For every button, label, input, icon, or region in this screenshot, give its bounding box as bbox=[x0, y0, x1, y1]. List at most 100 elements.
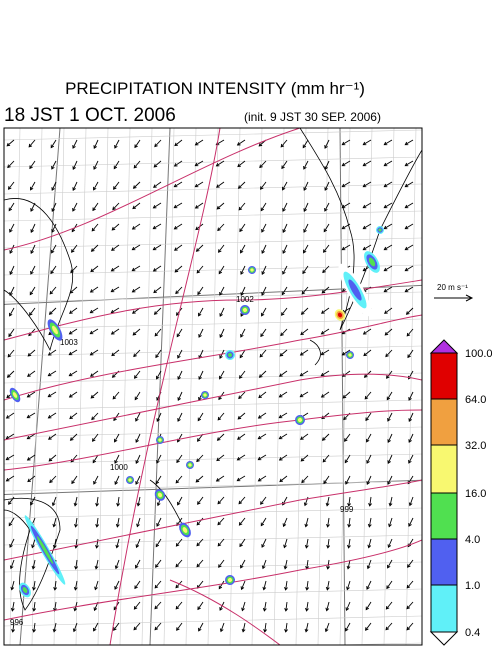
wind-vector bbox=[408, 391, 414, 401]
wind-vector-head bbox=[280, 143, 285, 148]
wind-vector-head bbox=[238, 395, 242, 400]
wind-vector-head bbox=[323, 228, 328, 233]
wind-vector bbox=[216, 202, 225, 210]
wind-vector-head bbox=[237, 436, 241, 440]
wind-vector bbox=[305, 517, 309, 527]
wind-vector-head bbox=[219, 313, 223, 317]
wind-vector-head bbox=[196, 563, 201, 568]
wind-vector-head bbox=[9, 312, 13, 317]
wind-vector-head bbox=[52, 628, 57, 633]
wind-vector-head bbox=[216, 205, 221, 210]
wind-vector-head bbox=[30, 186, 34, 191]
wind-vector bbox=[409, 496, 414, 506]
wind-vector-head bbox=[218, 396, 222, 401]
wind-vector-head bbox=[173, 163, 178, 167]
wind-vector bbox=[197, 580, 204, 589]
wind-vector bbox=[240, 286, 246, 296]
wind-vector bbox=[53, 517, 57, 527]
wind-vector bbox=[216, 181, 225, 188]
wind-vector bbox=[7, 349, 15, 358]
wind-vector-head bbox=[134, 375, 138, 379]
wind-vector-head bbox=[195, 248, 200, 252]
precipitation-cell bbox=[228, 578, 232, 582]
wind-vector bbox=[72, 160, 78, 170]
wind-vector bbox=[387, 433, 393, 443]
wind-vector-head bbox=[196, 521, 201, 526]
wind-vector bbox=[30, 244, 36, 254]
wind-vector-head bbox=[366, 460, 370, 464]
wind-vector bbox=[408, 412, 414, 422]
wind-vector bbox=[303, 160, 309, 170]
wind-vector-head bbox=[236, 477, 241, 482]
wind-vector bbox=[385, 622, 393, 631]
wind-vector bbox=[279, 370, 288, 377]
wind-vector bbox=[177, 496, 183, 506]
wind-vector-head bbox=[175, 290, 179, 295]
wind-vector-head bbox=[155, 543, 160, 548]
wind-vector bbox=[407, 349, 414, 358]
wind-vector-head bbox=[304, 628, 309, 633]
wind-vector-head bbox=[383, 141, 388, 146]
wind-vector-head bbox=[198, 334, 202, 338]
wind-vector-head bbox=[383, 225, 388, 230]
wind-vector bbox=[301, 475, 309, 483]
wind-vector-head bbox=[131, 246, 136, 251]
precipitation-cell bbox=[36, 536, 54, 564]
wind-vector-head bbox=[239, 375, 243, 379]
wind-vector bbox=[300, 433, 309, 440]
init-time: (init. 9 JST 30 SEP. 2006) bbox=[244, 110, 381, 124]
wind-vector bbox=[91, 412, 99, 420]
wind-vector-head bbox=[95, 502, 99, 507]
wind-vector-head bbox=[325, 586, 330, 591]
wind-vector bbox=[96, 496, 99, 506]
wind-vector bbox=[387, 475, 393, 485]
minor-graticule bbox=[207, 128, 219, 645]
wind-vector-head bbox=[259, 353, 264, 358]
wind-vector bbox=[384, 307, 393, 314]
wind-vector bbox=[175, 601, 183, 610]
wind-vector bbox=[9, 223, 15, 233]
wind-vector-head bbox=[341, 246, 346, 251]
wind-vector bbox=[342, 202, 351, 209]
wind-vector bbox=[305, 622, 309, 632]
wind-vector bbox=[238, 181, 246, 189]
wind-vector bbox=[72, 139, 78, 149]
wind-vector-head bbox=[153, 289, 157, 294]
wind-vector bbox=[8, 517, 15, 526]
wind-vector bbox=[321, 349, 330, 356]
wind-vector bbox=[282, 202, 288, 212]
wind-vector-head bbox=[323, 480, 327, 485]
wind-vector-head bbox=[134, 144, 138, 149]
wind-vector-head bbox=[346, 565, 351, 570]
minor-graticule bbox=[4, 507, 422, 519]
wind-vector bbox=[342, 139, 351, 146]
wind-vector-head bbox=[72, 628, 77, 633]
wind-vector-head bbox=[405, 311, 410, 315]
wind-vector bbox=[51, 244, 57, 254]
wind-vector bbox=[282, 181, 288, 191]
wind-vector-head bbox=[278, 457, 283, 461]
wind-vector bbox=[405, 181, 414, 188]
wind-vector-head bbox=[173, 225, 178, 230]
wind-vector-head bbox=[241, 607, 245, 612]
wind-vector bbox=[9, 538, 15, 548]
wind-vector bbox=[111, 328, 120, 335]
wind-vector bbox=[116, 517, 120, 527]
wind-vector bbox=[27, 349, 36, 357]
wind-vector bbox=[33, 622, 36, 632]
wind-vector-head bbox=[69, 437, 74, 441]
wind-vector bbox=[9, 244, 15, 254]
wind-vector-head bbox=[362, 246, 367, 251]
wind-vector-head bbox=[257, 415, 262, 419]
wind-vector bbox=[27, 454, 36, 461]
wind-vector-head bbox=[237, 415, 242, 420]
wind-vector-head bbox=[176, 459, 180, 464]
wind-vector-head bbox=[26, 435, 31, 440]
wind-vector bbox=[74, 580, 78, 590]
wind-vector bbox=[282, 244, 288, 254]
wind-vector-head bbox=[89, 309, 94, 314]
wind-vector bbox=[176, 622, 183, 631]
wind-vector bbox=[342, 349, 351, 356]
wind-vector bbox=[302, 139, 309, 148]
wind-vector bbox=[259, 370, 267, 378]
